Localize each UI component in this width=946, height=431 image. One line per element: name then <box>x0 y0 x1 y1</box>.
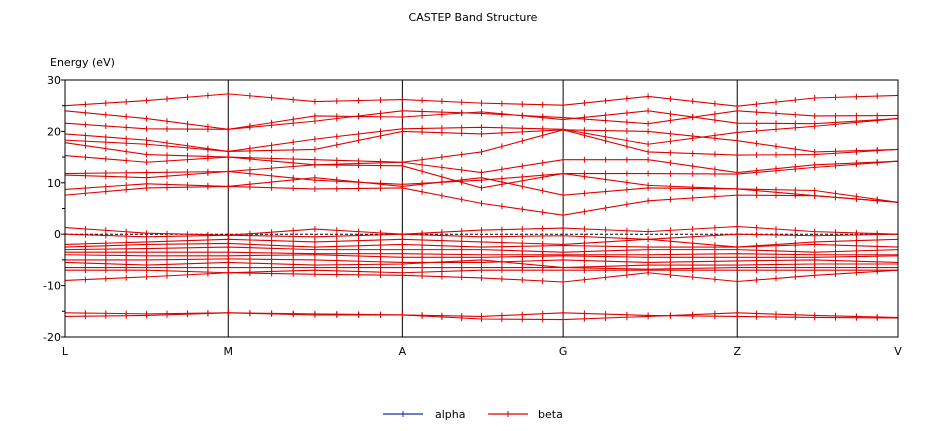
y-tick-label: 20 <box>47 125 61 138</box>
band-markers <box>64 90 899 110</box>
plot-frame <box>64 79 899 338</box>
x-tick-label: Z <box>733 345 741 358</box>
y-tick-label: 0 <box>54 228 61 241</box>
legend-item-beta: beta <box>488 408 563 421</box>
bands <box>64 90 899 323</box>
x-tick-label: A <box>399 345 407 358</box>
band-markers <box>64 309 899 321</box>
chart-title: CASTEP Band Structure <box>409 11 538 24</box>
x-tick-label: G <box>559 345 568 358</box>
y-tick-label: -20 <box>43 331 61 344</box>
legend: alpha beta <box>383 408 563 421</box>
grid <box>65 80 898 337</box>
legend-label-beta: beta <box>538 408 563 421</box>
y-tick-label: -10 <box>43 280 61 293</box>
y-axis: 30 20 10 0 -10 -20 <box>43 74 65 344</box>
y-tick-label: 10 <box>47 177 61 190</box>
x-tick-label: M <box>224 345 234 358</box>
y-axis-label: Energy (eV) <box>50 56 115 69</box>
x-tick-label: V <box>894 345 902 358</box>
legend-item-alpha: alpha <box>383 408 466 421</box>
y-tick-label: 30 <box>47 74 61 87</box>
x-tick-label: L <box>62 345 69 358</box>
legend-label-alpha: alpha <box>435 408 466 421</box>
